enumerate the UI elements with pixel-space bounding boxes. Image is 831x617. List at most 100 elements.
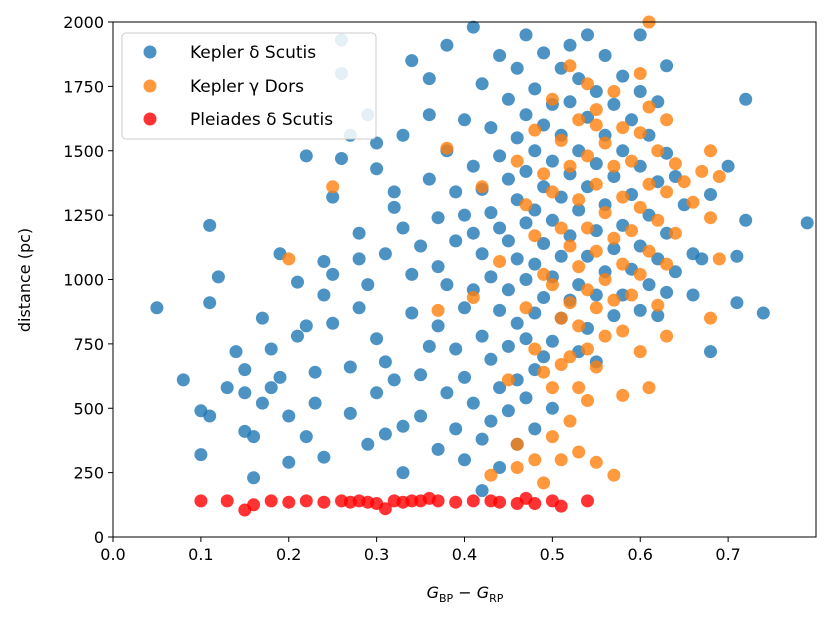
data-point <box>282 252 296 266</box>
data-point <box>598 329 612 343</box>
legend-marker-kepler-gdor <box>143 79 157 93</box>
data-point <box>361 495 375 509</box>
data-point <box>466 159 480 173</box>
data-point <box>370 332 384 346</box>
data-point <box>537 46 551 60</box>
data-point <box>633 126 647 140</box>
data-point <box>598 273 612 286</box>
data-point <box>493 149 507 163</box>
data-point <box>264 342 278 356</box>
data-point <box>633 303 647 317</box>
data-point <box>458 370 471 384</box>
data-point <box>572 203 586 217</box>
data-point <box>458 453 471 467</box>
data-point <box>633 345 647 359</box>
data-point <box>572 445 586 459</box>
series-2 <box>194 491 594 517</box>
data-point <box>581 342 594 356</box>
data-point <box>299 430 313 444</box>
x-tick-label: 0.3 <box>364 545 389 564</box>
data-point <box>449 495 463 509</box>
y-tick-label: 2000 <box>63 13 104 32</box>
data-point <box>563 296 577 310</box>
data-point <box>291 275 304 289</box>
data-point <box>326 267 340 281</box>
legend-frame <box>121 32 377 140</box>
series-1 <box>282 15 726 490</box>
data-point <box>317 495 331 509</box>
data-point <box>466 20 480 34</box>
y-tick-label: 750 <box>73 335 104 354</box>
data-point <box>668 265 682 279</box>
data-point <box>589 157 603 171</box>
data-point <box>378 247 392 261</box>
data-point <box>651 144 665 158</box>
data-point <box>607 85 621 98</box>
data-point <box>396 221 410 235</box>
data-point <box>378 427 392 441</box>
data-point <box>255 311 269 325</box>
data-point <box>554 249 568 263</box>
data-point <box>519 391 533 405</box>
data-point <box>563 350 577 364</box>
data-point <box>440 278 454 292</box>
data-point <box>352 301 366 315</box>
data-point <box>598 136 612 150</box>
data-point <box>440 141 454 155</box>
data-point <box>308 396 322 410</box>
data-point <box>607 293 621 307</box>
data-point <box>668 226 682 240</box>
data-point <box>651 213 665 227</box>
data-point <box>414 409 428 423</box>
data-point <box>660 329 674 343</box>
legend-label-kepler-gdor: Kepler γ Dors <box>190 77 304 97</box>
data-point <box>519 108 533 122</box>
data-point <box>554 221 568 235</box>
data-point <box>581 149 594 163</box>
data-point <box>607 170 621 183</box>
data-point <box>501 172 515 186</box>
x-tick-label: 0.7 <box>715 545 740 564</box>
data-point <box>449 422 463 436</box>
data-point <box>326 316 340 330</box>
data-point <box>704 144 717 158</box>
plot-area-frame <box>112 21 817 538</box>
data-point <box>563 38 577 52</box>
y-tick-label: 1500 <box>63 142 104 161</box>
data-point <box>625 288 638 302</box>
legend-label-kepler-dsct: Kepler δ Scutis <box>190 43 316 63</box>
data-point <box>247 471 261 485</box>
data-point <box>537 365 551 379</box>
data-point <box>378 355 392 369</box>
data-point <box>756 306 770 320</box>
y-tick-label: 0 <box>94 528 104 547</box>
data-point <box>378 502 392 516</box>
data-point <box>528 123 542 137</box>
data-point <box>563 229 577 243</box>
y-tick-label: 1750 <box>63 77 104 96</box>
data-point <box>598 206 612 220</box>
data-point <box>616 324 630 338</box>
data-point <box>607 97 621 111</box>
data-point <box>405 267 419 281</box>
data-point <box>581 221 594 235</box>
data-point <box>510 61 524 75</box>
data-point <box>431 211 445 225</box>
data-point <box>458 208 471 222</box>
data-point <box>299 494 313 508</box>
data-point <box>449 342 463 356</box>
data-point <box>475 77 489 91</box>
data-point <box>572 319 586 333</box>
data-point <box>589 244 603 258</box>
data-point <box>677 175 691 189</box>
data-point <box>572 113 586 127</box>
data-point <box>291 329 304 343</box>
data-point <box>616 144 630 158</box>
data-point <box>528 497 542 510</box>
data-point <box>616 69 630 83</box>
data-point <box>475 180 489 194</box>
data-point <box>431 319 445 333</box>
data-point <box>405 494 419 508</box>
data-point <box>510 154 524 168</box>
data-point <box>299 319 313 333</box>
